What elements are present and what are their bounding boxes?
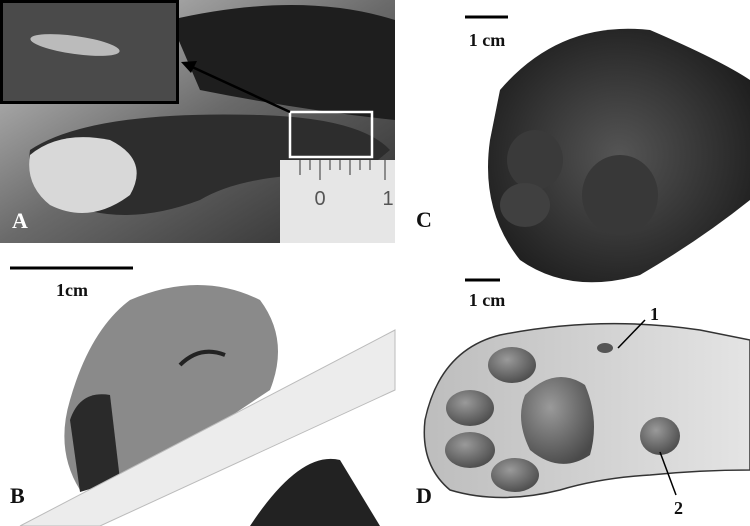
- scale-label: 1cm: [56, 280, 88, 300]
- panel-b: 1cm B: [10, 266, 396, 526]
- fur-dark: [170, 5, 395, 120]
- panel-c: 1 cm C: [416, 15, 750, 283]
- callout-line: [659, 451, 677, 496]
- claw: [178, 349, 226, 367]
- panel-label: A: [12, 208, 28, 233]
- fur-light: [29, 137, 137, 213]
- pad: [507, 130, 563, 190]
- pad: [491, 458, 539, 492]
- pad: [582, 155, 658, 235]
- pad: [445, 432, 495, 468]
- callout: 2: [674, 498, 683, 518]
- fur-dark: [70, 394, 120, 492]
- mark: [597, 343, 613, 353]
- claw: [30, 34, 120, 56]
- zoom-box: [288, 110, 374, 159]
- pad: [446, 390, 494, 426]
- panel-d: 1 cm 1 2 D: [416, 278, 750, 518]
- main-pad: [521, 377, 594, 464]
- arrow: [189, 64, 291, 114]
- scale-label: 1 cm: [469, 290, 505, 310]
- callout: 1: [650, 304, 659, 324]
- pad: [488, 347, 536, 383]
- callout-line: [617, 319, 646, 349]
- fur-dark: [250, 458, 380, 526]
- scale-label: 1 cm: [469, 30, 505, 50]
- ruler: [280, 160, 395, 243]
- ruler-ticks: [299, 160, 386, 180]
- arrow-head: [181, 61, 197, 73]
- ruler-edge: [19, 329, 396, 526]
- panel-label: C: [416, 207, 432, 232]
- panel-label: D: [416, 483, 432, 508]
- ruler-label: 0: [314, 188, 325, 210]
- panel-a: 0 1 A: [0, 0, 395, 243]
- carpal-pad: [640, 417, 680, 455]
- pad: [500, 183, 550, 227]
- fur-tuft: [64, 285, 278, 490]
- panel-label: B: [10, 483, 25, 508]
- ruler-label: 1: [382, 188, 393, 210]
